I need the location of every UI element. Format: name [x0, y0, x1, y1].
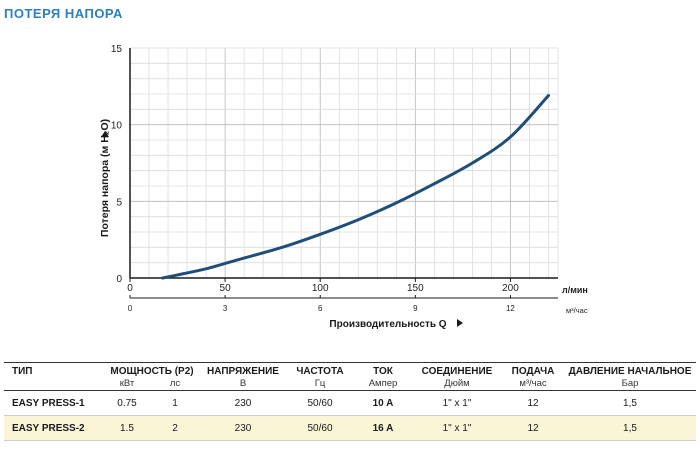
y-tick-label: 15	[111, 44, 123, 55]
x2-tick-label: 12	[506, 304, 515, 313]
x-tick-label: 100	[312, 283, 329, 294]
cell-kw: 1.5	[104, 415, 150, 441]
x-unit-m3h: м³/час	[566, 306, 588, 315]
header-pressure: ДАВЛЕНИЕ НАЧАЛЬНОЕ	[564, 362, 696, 377]
header-current: ТОК	[354, 362, 412, 377]
head-loss-curve	[160, 94, 550, 280]
cell-current: 10 A	[354, 390, 412, 416]
header-power: МОЩНОСТЬ (P2)	[104, 362, 200, 377]
x-axis-arrow-icon	[457, 319, 463, 327]
cell-hp: 1	[150, 390, 200, 416]
sub-voltage: В	[200, 377, 286, 391]
cell-pressure: 1,5	[564, 415, 696, 441]
header-voltage: НАПРЯЖЕНИЕ	[200, 362, 286, 377]
x-unit-lmin: л/мин	[562, 285, 588, 295]
y-tick-label: 0	[116, 274, 122, 285]
x2-tick-label: 3	[223, 304, 228, 313]
x2-tick-label: 9	[413, 304, 418, 313]
sub-frequency: Гц	[286, 377, 354, 391]
spec-table: ТИП МОЩНОСТЬ (P2) НАПРЯЖЕНИЕ ЧАСТОТА ТОК…	[4, 362, 696, 441]
table-row: EASY PRESS-1 0.75 1 230 50/60 10 A 1" x …	[4, 390, 696, 416]
y-tick-label: 5	[116, 197, 122, 208]
x-tick-label: 150	[407, 283, 424, 294]
sub-kw: кВт	[104, 377, 150, 391]
header-connection: СОЕДИНЕНИЕ	[412, 362, 502, 377]
y-axis-label: Потеря напора (м H₂O)	[99, 119, 111, 237]
header-type: ТИП	[4, 362, 104, 377]
cell-frequency: 50/60	[286, 415, 354, 441]
x2-tick-label: 6	[318, 304, 323, 313]
sub-current: Ампер	[354, 377, 412, 391]
x-tick-label: 0	[127, 283, 133, 294]
cell-voltage: 230	[200, 390, 286, 416]
x-tick-label: 50	[220, 283, 232, 294]
page-title: ПОТЕРЯ НАПОРА	[4, 6, 123, 21]
cell-type: EASY PRESS-2	[4, 415, 104, 441]
chart-grid	[130, 47, 559, 278]
sub-hp: лс	[150, 377, 200, 391]
header-frequency: ЧАСТОТА	[286, 362, 354, 377]
cell-pressure: 1,5	[564, 390, 696, 416]
cell-connection: 1" x 1"	[412, 390, 502, 416]
cell-frequency: 50/60	[286, 390, 354, 416]
chart-axes	[129, 48, 558, 299]
header-flow: ПОДАЧА	[502, 362, 564, 377]
sub-type	[4, 377, 104, 391]
y-axis-arrow-icon	[101, 131, 109, 137]
cell-voltage: 230	[200, 415, 286, 441]
table-row: EASY PRESS-2 1.5 2 230 50/60 16 A 1" x 1…	[4, 415, 696, 441]
sub-pressure: Бар	[564, 377, 696, 391]
cell-hp: 2	[150, 415, 200, 441]
x-axis-label: Производительность Q	[329, 319, 446, 330]
sub-flow: м³/час	[502, 377, 564, 391]
cell-type: EASY PRESS-1	[4, 390, 104, 416]
cell-flow: 12	[502, 390, 564, 416]
sub-connection: Дюйм	[412, 377, 502, 391]
cell-current: 16 A	[354, 415, 412, 441]
x2-tick-label: 0	[128, 304, 133, 313]
cell-flow: 12	[502, 415, 564, 441]
chart-series	[160, 94, 550, 280]
x-tick-label: 200	[502, 283, 519, 294]
cell-kw: 0.75	[104, 390, 150, 416]
y-tick-label: 10	[111, 121, 123, 132]
cell-connection: 1" x 1"	[412, 415, 502, 441]
